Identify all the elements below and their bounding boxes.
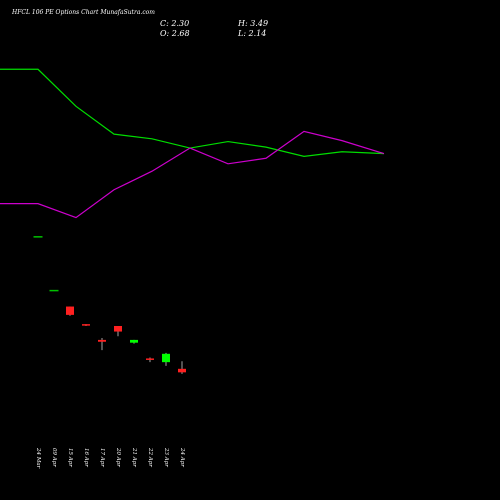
x-tick-label-2: 15 Apr	[67, 448, 73, 467]
candles-group	[33, 236, 186, 374]
green-moving-average-line	[0, 68, 385, 157]
candle-body-7	[146, 358, 154, 360]
x-tick-label-9: 24 Apr	[179, 447, 185, 467]
close-label: C: 2.30	[160, 19, 190, 28]
low-label: L: 2.14	[238, 29, 267, 38]
x-tick-label-8: 23 Apr	[163, 447, 169, 467]
candle-body-2	[66, 306, 74, 315]
candle-body-6	[130, 339, 138, 343]
open-label: O: 2.68	[160, 29, 190, 38]
candle-body-4	[98, 339, 106, 342]
x-tick-label-0: 24 Mar	[35, 447, 41, 469]
high-label: H: 3.49	[238, 19, 269, 28]
magenta-moving-average-line	[0, 130, 385, 219]
candle-body-9	[178, 368, 186, 373]
x-tick-label-6: 21 Apr	[131, 447, 137, 467]
x-tick-label-4: 17 Apr	[99, 448, 105, 467]
candle-body-0	[33, 236, 43, 238]
x-tick-label-7: 22 Apr	[147, 447, 153, 467]
candle-body-1	[49, 289, 59, 292]
candle-body-3	[82, 324, 90, 326]
candle-body-8	[162, 353, 170, 363]
x-tick-label-1: 09 Apr	[51, 448, 57, 467]
x-axis-labels: 24 Mar 09 Apr 15 Apr 16 Apr 17 Apr 20 Apr 21 A…	[35, 447, 185, 469]
x-tick-label-3: 16 Apr	[83, 448, 89, 467]
candle-body-5	[114, 326, 122, 332]
chart-title: HFCL 106 PE Options Chart MunafaSutra.co…	[12, 9, 155, 16]
x-tick-label-5: 20 Apr	[115, 447, 121, 467]
